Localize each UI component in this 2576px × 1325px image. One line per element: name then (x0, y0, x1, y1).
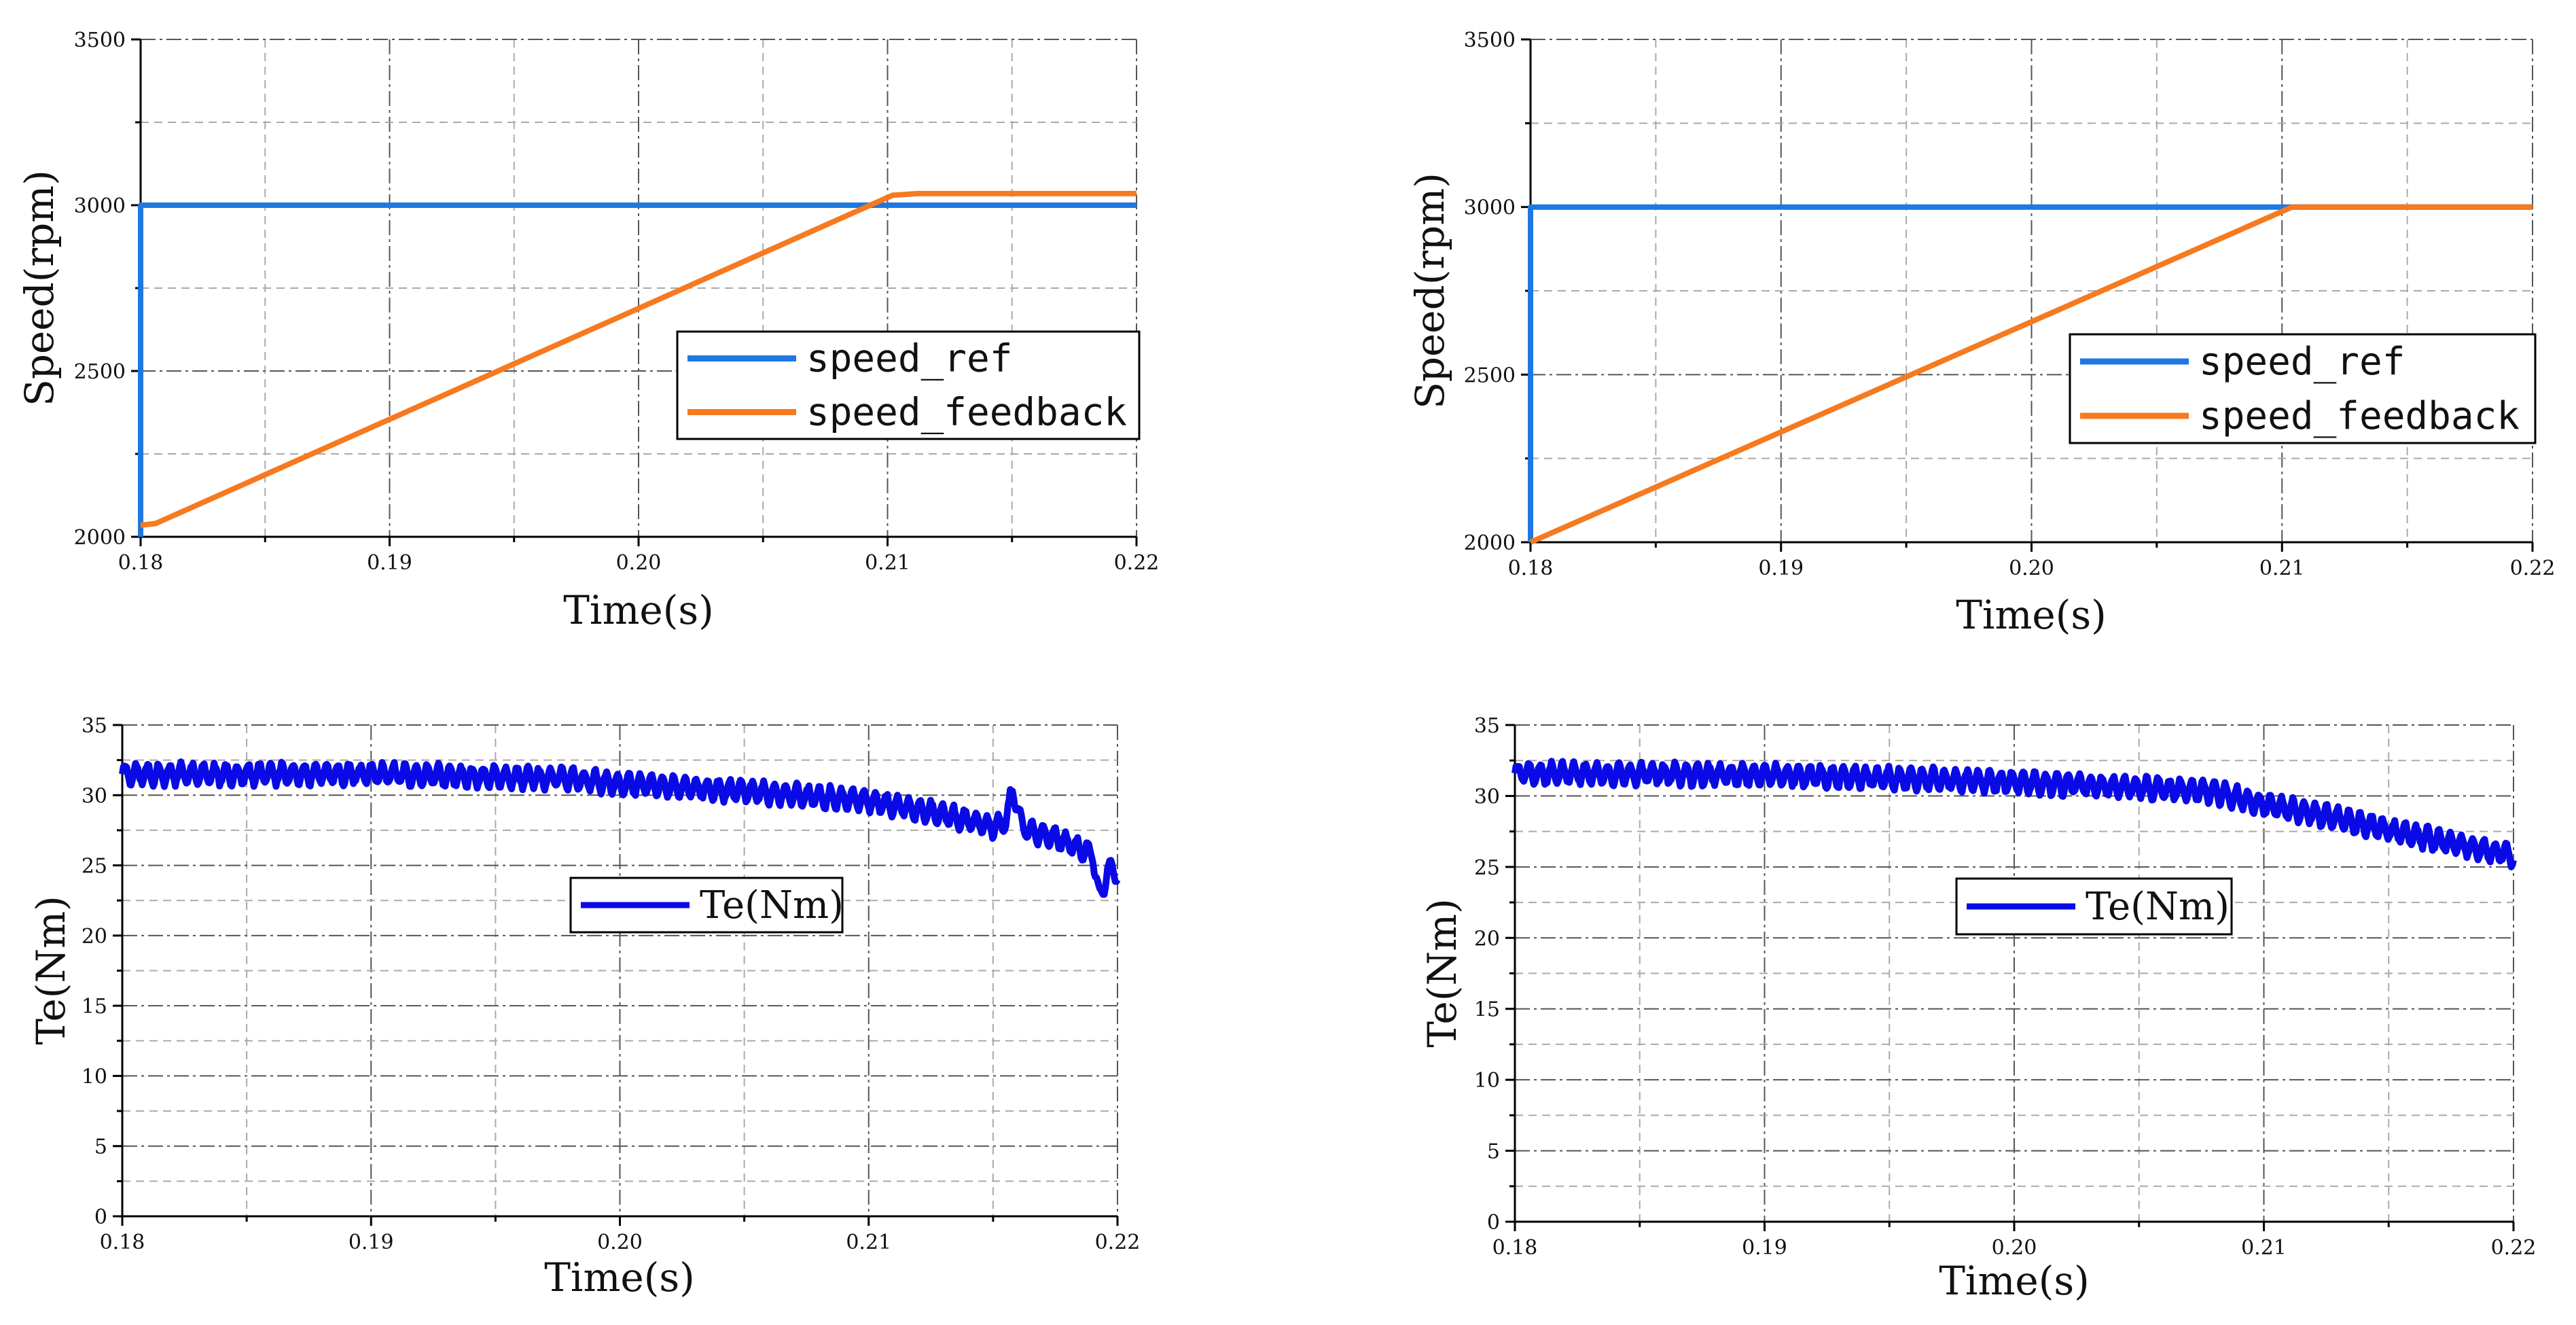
x-tick-label: 0.21 (2259, 556, 2305, 580)
series-Te(Nm) (119, 758, 1121, 898)
x-tick-label: 0.18 (1508, 556, 1554, 580)
x-tick-label: 0.22 (1114, 551, 1160, 575)
y-tick-label: 3000 (1464, 196, 1516, 220)
x-tick-label: 0.18 (1492, 1236, 1538, 1260)
x-tick-label: 0.22 (2491, 1236, 2537, 1260)
legend: Te(Nm) (1955, 877, 2233, 936)
y-tick-label: 20 (1474, 927, 1500, 951)
legend-label: speed_feedback (2199, 394, 2520, 438)
chart-speed-left: 0.18 0.19 0.20 0.21 0.22 2000 2500 3000 3500 Time… (16, 29, 1159, 633)
legend-label: Te(Nm) (700, 883, 844, 928)
x-tick-label: 0.19 (1742, 1236, 1787, 1260)
y-tick-label: 30 (1474, 785, 1500, 809)
chart-speed-right: 0.18 0.19 0.20 0.21 0.22 2000 2500 3000 3500 Time… (1407, 29, 2555, 638)
grid (1531, 39, 2533, 542)
chart-torque-left: 0.18 0.19 0.20 0.21 0.22 0 5 10 15 20 25 30 35 Time(s… (28, 714, 1140, 1301)
x-tick-label: 0.20 (597, 1231, 643, 1254)
series-speed_feedback (140, 190, 1137, 528)
x-tick-label: 0.22 (2510, 556, 2556, 580)
x-tick-label: 0.20 (2009, 556, 2054, 580)
series-speed_feedback (1529, 204, 2533, 545)
series-speed_ref (138, 202, 1137, 537)
grid (1515, 724, 2514, 1222)
x-tick-label: 0.21 (2241, 1236, 2287, 1260)
x-axis-title: Time(s) (1939, 1258, 2090, 1304)
y-tick-label: 2500 (74, 360, 126, 384)
y-tick-label: 0 (1487, 1211, 1500, 1235)
legend-label: speed_ref (2199, 340, 2405, 384)
legend-label: Te(Nm) (2086, 885, 2230, 929)
legend-label: speed_feedback (806, 391, 1127, 435)
grid (122, 724, 1118, 1216)
y-tick-label: 3000 (74, 194, 126, 218)
x-axis-title: Time(s) (544, 1254, 695, 1301)
x-tick-label: 0.19 (348, 1231, 394, 1254)
x-tick-label: 0.19 (367, 551, 412, 575)
y-tick-label: 5 (1487, 1140, 1500, 1164)
x-tick-label: 0.22 (1095, 1231, 1141, 1254)
y-tick-label: 15 (1474, 998, 1500, 1022)
y-tick-label: 25 (1474, 856, 1500, 880)
y-axis-title: Speed(rpm) (16, 170, 62, 406)
y-axis-title: Te(Nm) (28, 896, 74, 1045)
y-tick-label: 5 (94, 1135, 107, 1159)
x-tick-label: 0.21 (865, 551, 910, 575)
y-tick-label: 0 (94, 1205, 107, 1229)
x-axis-title: Time(s) (563, 587, 714, 633)
y-tick-label: 10 (82, 1065, 107, 1089)
legend-box (676, 330, 1141, 440)
legend: speed_ref speed_feedback (2069, 333, 2537, 444)
y-tick-label: 3500 (74, 29, 126, 52)
x-tick-label: 0.18 (100, 1231, 145, 1254)
y-tick-label: 10 (1474, 1069, 1500, 1093)
y-tick-label: 3500 (1464, 29, 1516, 52)
legend-label: speed_ref (806, 337, 1012, 381)
y-tick-label: 20 (82, 925, 107, 949)
x-axis-title: Time(s) (1956, 592, 2107, 638)
x-tick-label: 0.20 (616, 551, 662, 575)
y-tick-label: 2000 (1464, 531, 1516, 555)
series-Te(Nm) (1511, 758, 2517, 870)
y-tick-label: 25 (82, 855, 107, 879)
y-tick-label: 35 (1474, 714, 1500, 738)
y-tick-label: 2000 (74, 526, 126, 550)
chart-torque-right: 0.18 0.19 0.20 0.21 0.22 0 5 10 15 20 25 30 35 Time(s… (1419, 714, 2536, 1304)
legend: Te(Nm) (569, 877, 844, 934)
series-speed_ref (1528, 204, 2533, 542)
x-tick-label: 0.21 (846, 1231, 891, 1254)
y-axis-title: Speed(rpm) (1407, 173, 1453, 409)
x-tick-label: 0.19 (1758, 556, 1804, 580)
y-tick-label: 15 (82, 995, 107, 1019)
y-tick-label: 35 (82, 714, 107, 738)
legend-box (2069, 333, 2537, 444)
y-tick-label: 2500 (1464, 364, 1516, 387)
y-tick-label: 30 (82, 784, 107, 808)
y-axis-title: Te(Nm) (1419, 898, 1465, 1048)
x-tick-label: 0.18 (118, 551, 164, 575)
x-tick-label: 0.20 (1992, 1236, 2037, 1260)
legend: speed_ref speed_feedback (676, 330, 1141, 440)
